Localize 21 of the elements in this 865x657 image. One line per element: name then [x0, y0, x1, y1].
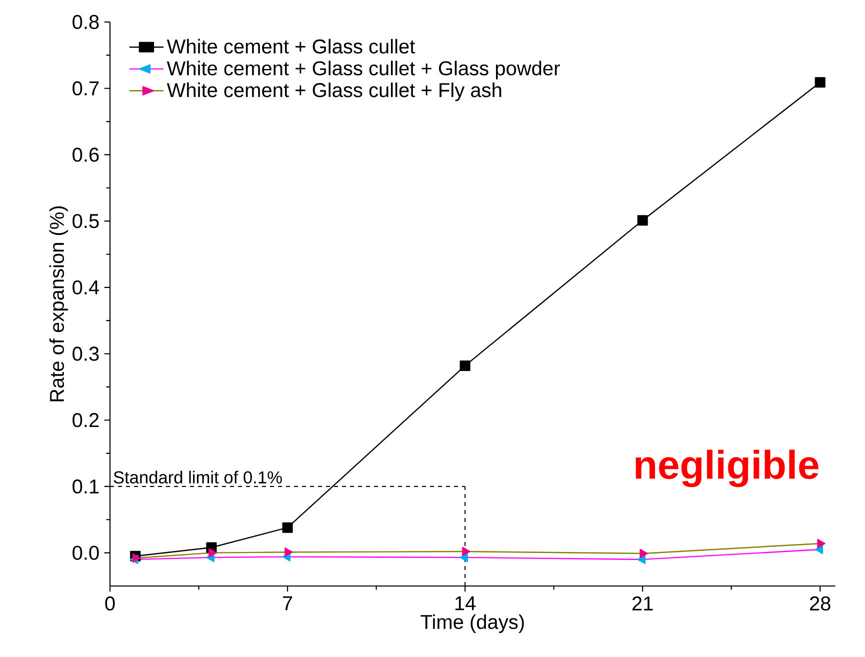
x-tick-label: 28 [810, 596, 830, 611]
x-tick-label: 21 [632, 596, 653, 610]
annotation: negligible [636, 450, 818, 488]
y-tick-label: 0.3 [72, 346, 99, 361]
x-tick-label: 0 [105, 596, 115, 611]
y-axis-title: Rate of expansion (%) [49, 206, 68, 402]
y-tick-label: 0.8 [72, 14, 99, 30]
x-tick-label: 14 [455, 596, 476, 610]
legend-label: White cement + Glass cullet + Fly ash [166, 82, 502, 102]
legend-label: White cement + Glass cullet + Glass powder [166, 60, 560, 80]
y-tick-label: 0.7 [72, 81, 99, 96]
ref-line-label: Standard limit of 0.1% [114, 470, 282, 484]
x-tick-label: 7 [282, 596, 292, 610]
y-tick-label: 0.0 [72, 546, 99, 560]
x-axis-title: Time (days) [420, 614, 524, 633]
y-tick-label: 0.5 [72, 214, 99, 228]
y-tick-label: 0.1 [72, 479, 99, 494]
y-tick-label: 0.4 [72, 280, 100, 294]
y-tick-label: 0.2 [72, 413, 99, 428]
y-tick-label: 0.6 [72, 148, 99, 162]
legend-label: White cement + Glass cullet [166, 38, 416, 54]
